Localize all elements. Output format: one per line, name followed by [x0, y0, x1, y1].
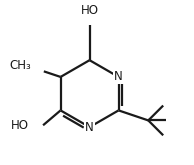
Text: HO: HO — [11, 119, 29, 132]
Text: N: N — [85, 121, 94, 134]
Text: HO: HO — [81, 4, 99, 17]
Text: CH₃: CH₃ — [9, 59, 31, 72]
Text: N: N — [114, 70, 123, 83]
